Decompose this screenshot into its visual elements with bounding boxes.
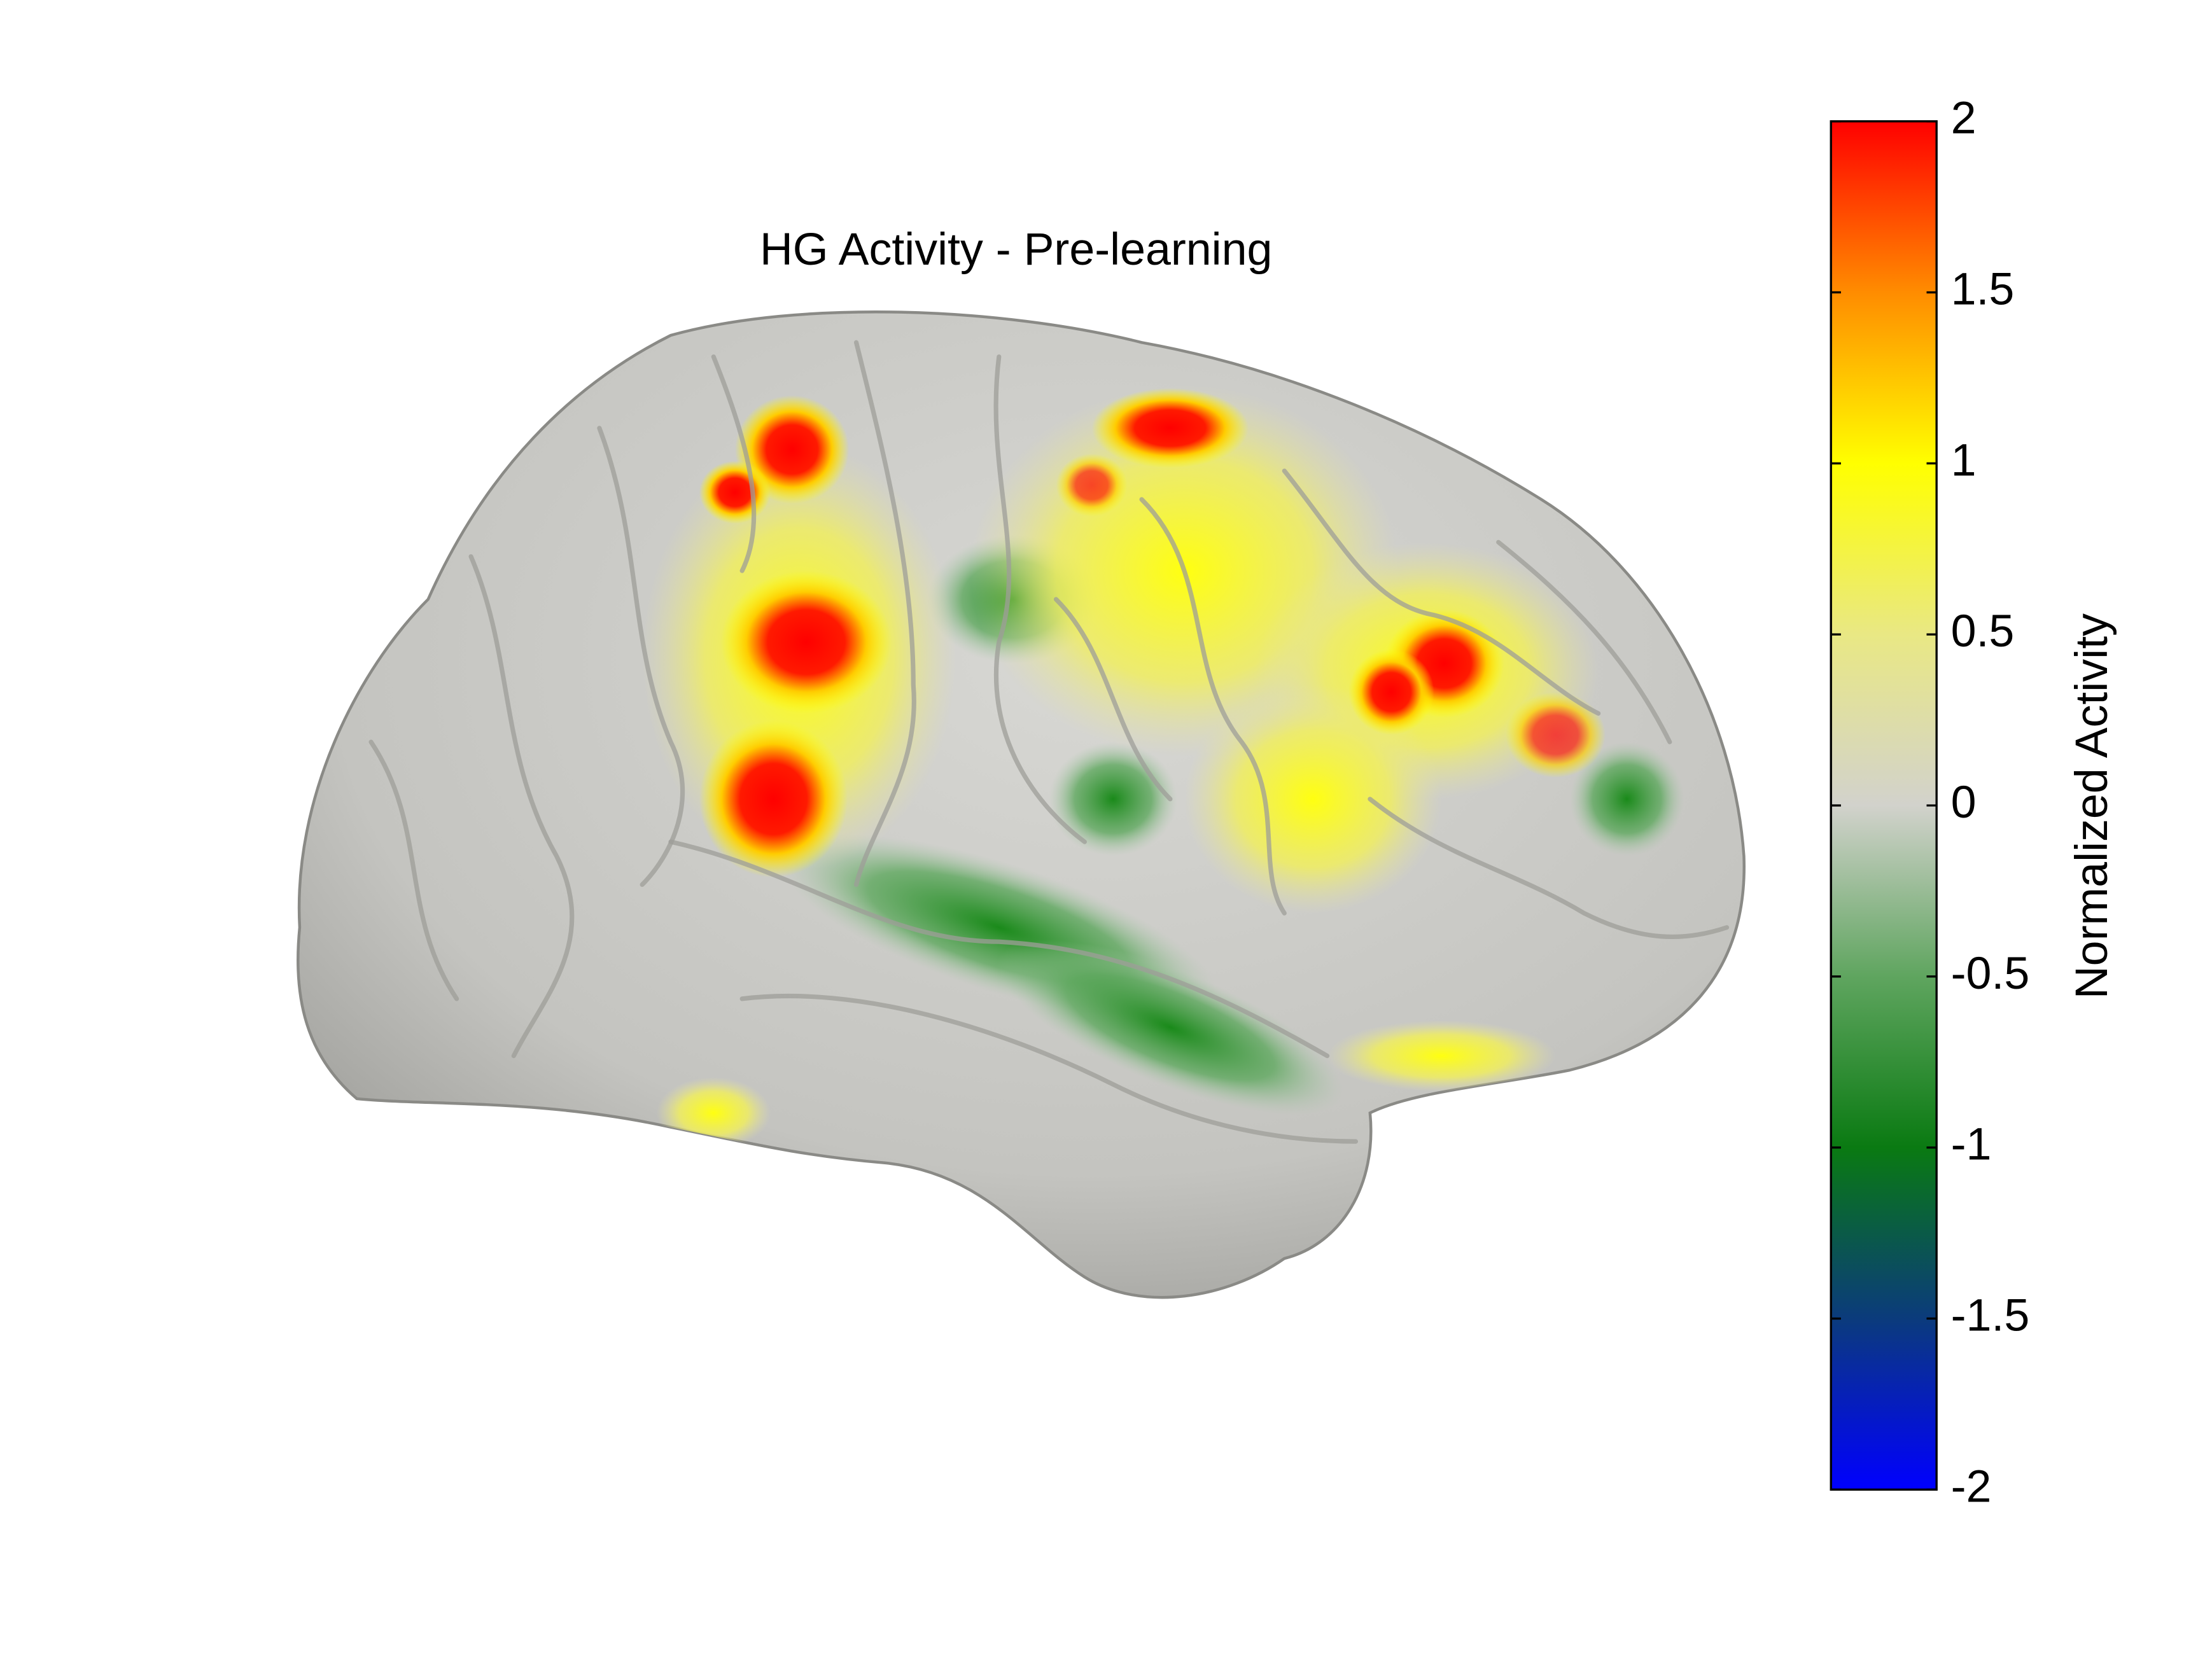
activity-region	[997, 940, 1344, 1115]
activity-region	[1327, 1020, 1556, 1092]
activity-region	[1184, 685, 1442, 914]
tick-label: 1.5	[1951, 263, 2015, 314]
activity-region	[1049, 742, 1178, 856]
tick-label: -1.5	[1951, 1290, 2030, 1341]
tick-label: -0.5	[1951, 948, 2030, 999]
brain-surface	[297, 310, 1746, 1299]
activity-region	[1505, 692, 1606, 778]
activity-region	[699, 720, 848, 878]
activity-region	[1091, 388, 1249, 468]
tick-label: -2	[1951, 1461, 1992, 1512]
activity-region	[1569, 742, 1684, 856]
activity-region	[656, 1077, 771, 1149]
tick-label: 0	[1951, 777, 1977, 828]
tick-label: -1	[1951, 1119, 1992, 1170]
colorbar-scale	[1830, 120, 1938, 1491]
activity-overlay	[368, 340, 1730, 1149]
activity-region	[1056, 454, 1128, 517]
tick-label: 2	[1951, 93, 1977, 144]
colorbar-label: Normalized Activity	[2066, 613, 2117, 999]
gyri	[368, 340, 1730, 1144]
activity-region	[720, 571, 892, 714]
tick-label: 1	[1951, 435, 1977, 485]
activity-region	[1348, 649, 1434, 735]
chart-title: HG Activity - Pre-learning	[760, 224, 1272, 275]
activity-region	[699, 461, 771, 524]
tick-label: 0.5	[1951, 606, 2015, 657]
colorbar: -2 -1.5 -1 -0.5 0 0.5 1 1.5 2	[1830, 93, 2030, 1512]
